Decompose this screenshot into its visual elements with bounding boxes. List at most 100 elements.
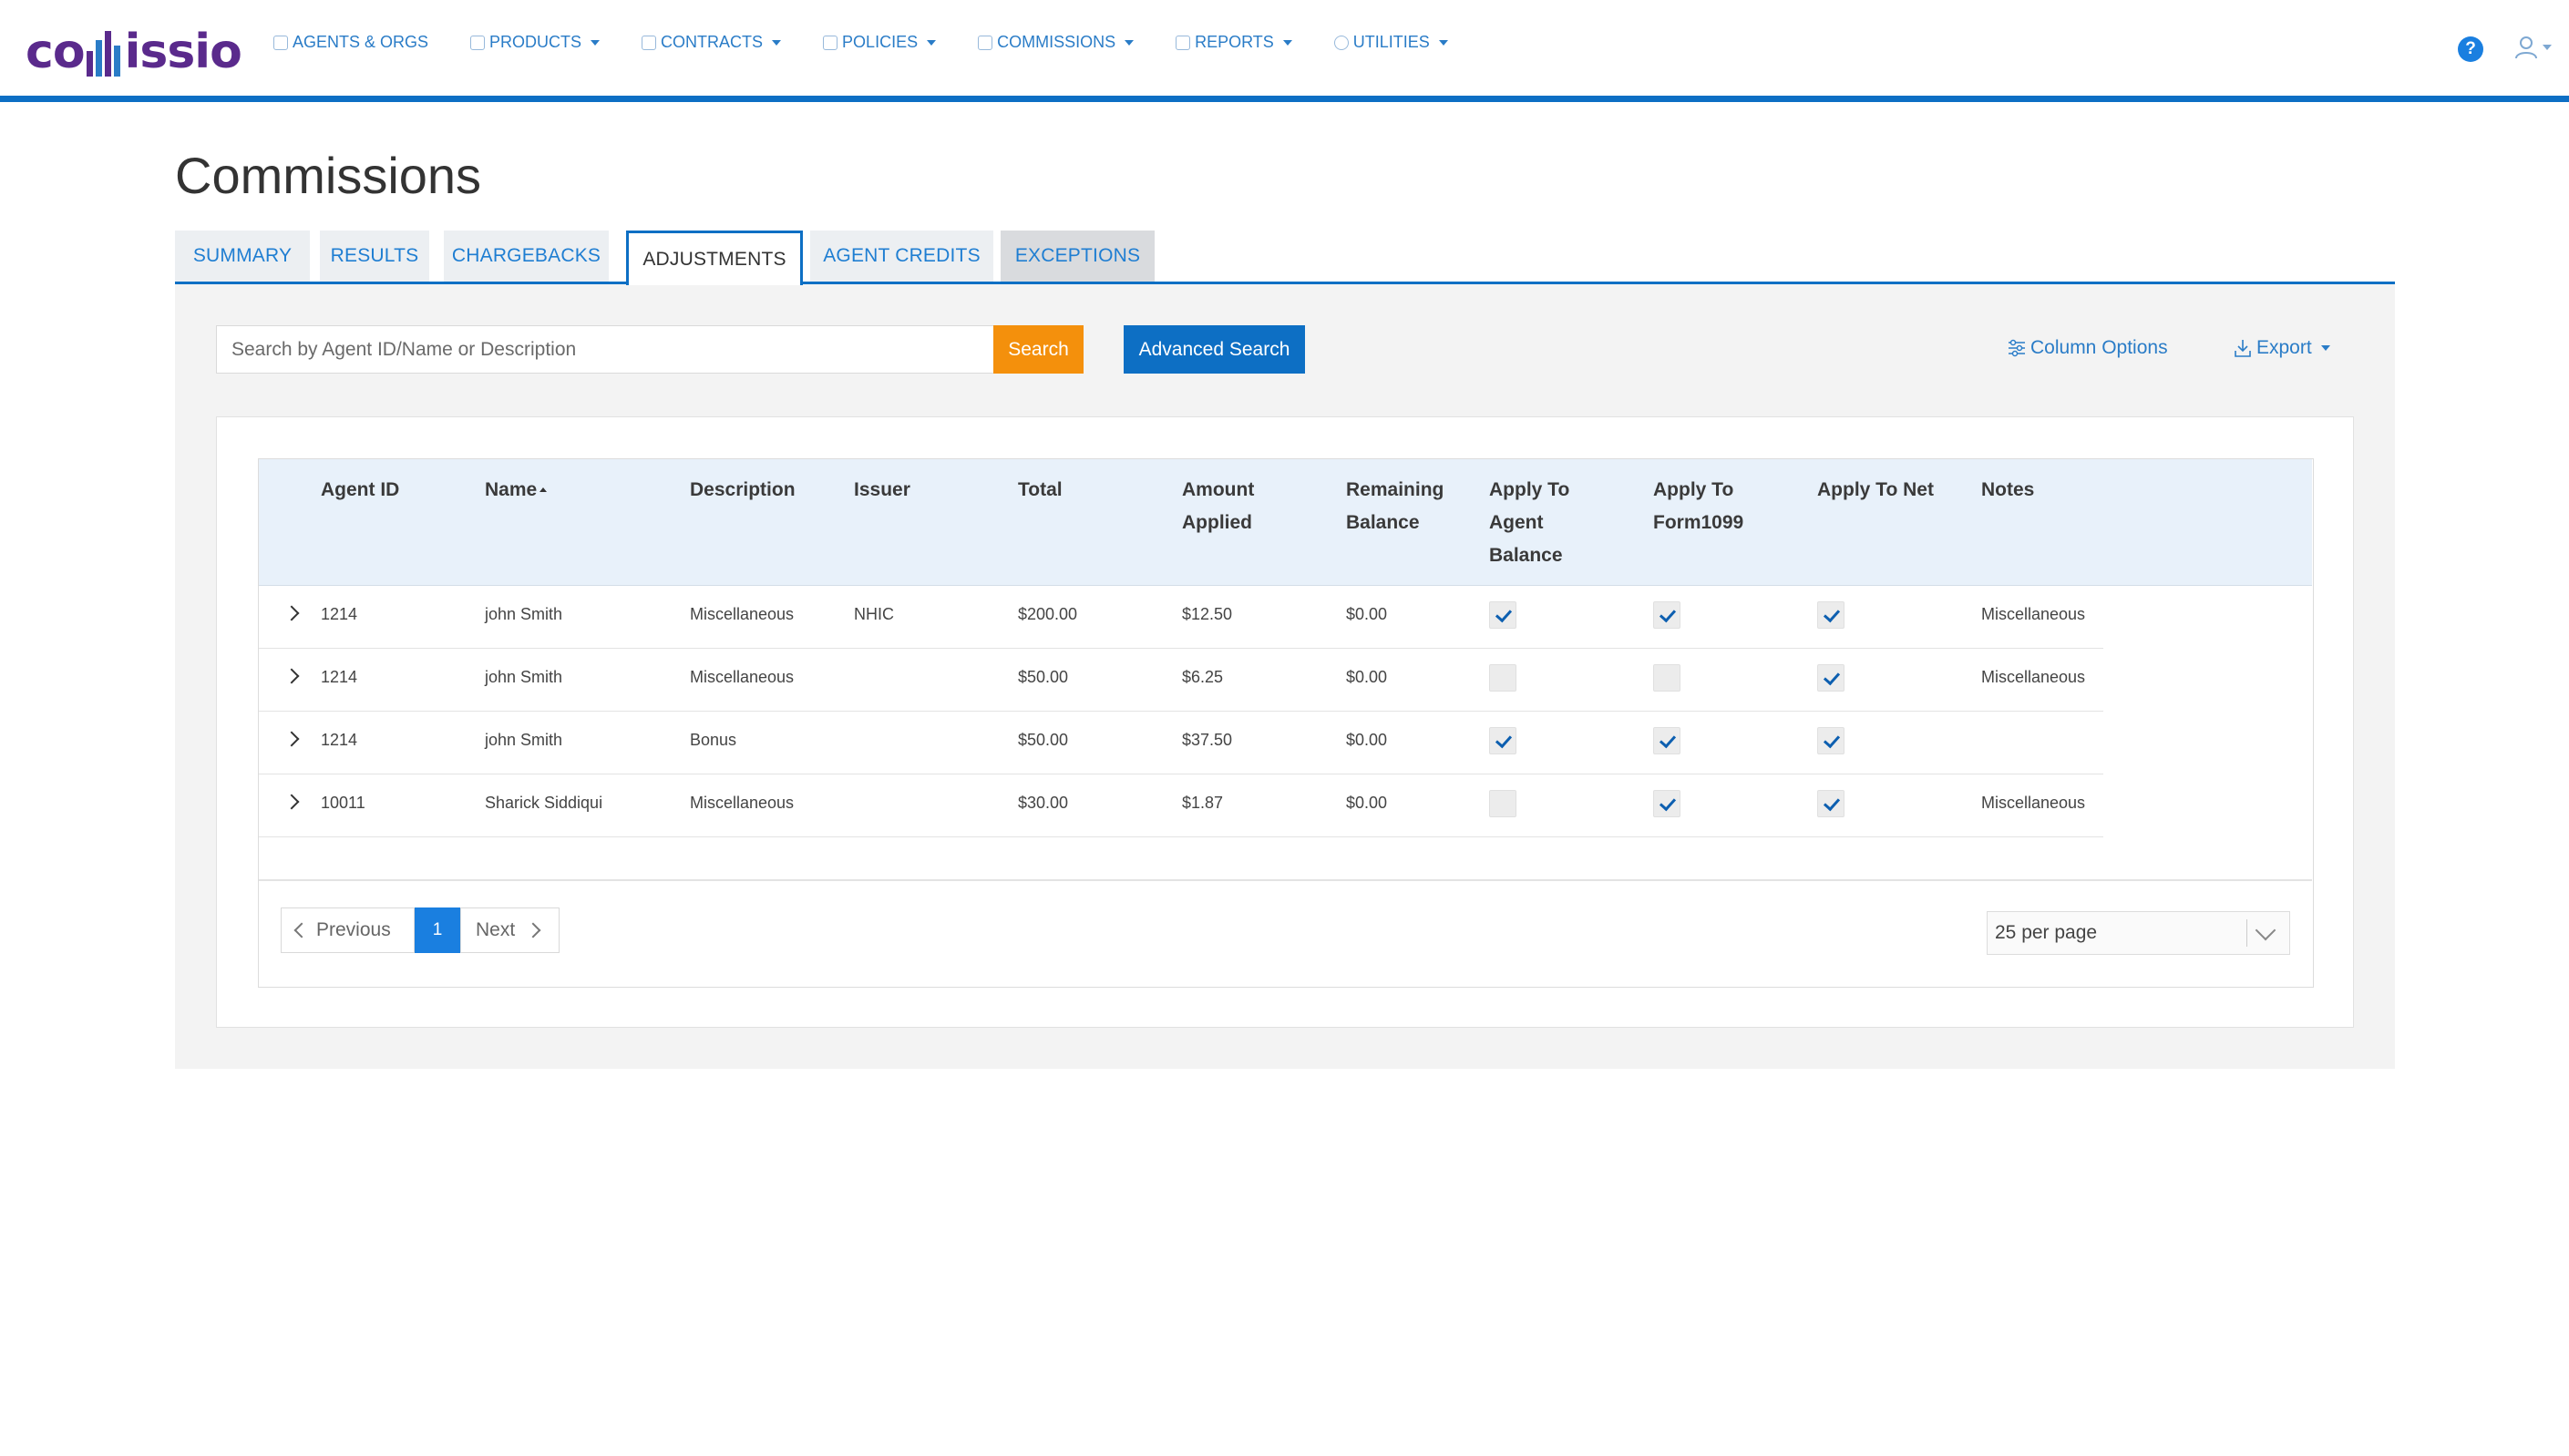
column-options-button[interactable]: Column Options [2007, 337, 2168, 359]
cell-remaining-balance: $0.00 [1346, 731, 1388, 749]
table-row[interactable]: 1214 john Smith Miscellaneous NHIC $200.… [259, 586, 2103, 649]
search-input[interactable] [216, 325, 995, 374]
tab-adjustments[interactable]: ADJUSTMENTS [626, 231, 803, 285]
tab-agent-credits[interactable]: AGENT CREDITS [810, 231, 993, 282]
download-icon [2235, 340, 2251, 357]
cell-description: Miscellaneous [690, 794, 795, 812]
help-icon[interactable]: ? [2458, 36, 2483, 62]
cell-total: $50.00 [1018, 668, 1069, 686]
user-menu[interactable] [2513, 35, 2552, 60]
next-page-button[interactable]: Next [460, 907, 560, 953]
col-amount-applied[interactable]: Amount Applied [1182, 479, 1255, 533]
nav-reports[interactable]: REPORTS [1176, 33, 1292, 52]
per-page-value: 25 per page [1995, 922, 2098, 943]
export-label: Export [2256, 337, 2312, 358]
nav-label: POLICIES [842, 33, 919, 51]
apply-form1099-checkbox[interactable] [1653, 601, 1680, 629]
users-icon [273, 35, 288, 50]
cell-description: Miscellaneous [690, 668, 795, 686]
user-icon [2515, 36, 2537, 59]
chevron-down-icon [2255, 919, 2276, 941]
commissio-logo[interactable]: co issio [26, 20, 242, 84]
cell-name: john Smith [485, 605, 563, 623]
search-button[interactable]: Search [993, 325, 1084, 374]
tab-exceptions[interactable]: EXCEPTIONS [1001, 231, 1155, 282]
nav-commissions[interactable]: COMMISSIONS [978, 33, 1135, 52]
globe-icon [1333, 35, 1349, 50]
table-row[interactable]: 1214 john Smith Miscellaneous $50.00 $6.… [259, 649, 2103, 712]
apply-net-checkbox[interactable] [1817, 601, 1845, 629]
nav-label: REPORTS [1195, 33, 1274, 51]
tab-summary[interactable]: SUMMARY [175, 231, 310, 282]
cell-agent-id: 10011 [321, 794, 365, 812]
page-number-button[interactable]: 1 [415, 907, 460, 953]
commissions-icon [978, 35, 993, 50]
apply-agent-balance-checkbox[interactable] [1489, 664, 1516, 692]
tab-results[interactable]: RESULTS [320, 231, 429, 282]
caret-down-icon [591, 39, 601, 46]
col-name[interactable]: Name [485, 474, 548, 507]
cell-total: $50.00 [1018, 731, 1069, 749]
adjustments-grid: Agent ID Name Description Issuer Total A… [258, 458, 2314, 988]
column-options-label: Column Options [2030, 337, 2168, 358]
apply-net-checkbox[interactable] [1817, 664, 1845, 692]
cell-name: Sharick Siddiqui [485, 794, 603, 812]
previous-label: Previous [316, 919, 391, 940]
expand-chevron-icon[interactable] [283, 668, 300, 684]
table-row[interactable]: 1214 john Smith Bonus $50.00 $37.50 $0.0… [259, 712, 2103, 774]
cell-name: john Smith [485, 668, 563, 686]
col-agent-id[interactable]: Agent ID [321, 479, 400, 500]
tab-chargebacks[interactable]: CHARGEBACKS [444, 231, 609, 282]
apply-agent-balance-checkbox[interactable] [1489, 790, 1516, 817]
expand-chevron-icon[interactable] [283, 731, 300, 747]
caret-down-icon [2543, 45, 2552, 50]
adjustments-panel: Search Advanced Search Column Options Ex… [175, 284, 2395, 1069]
nav-policies[interactable]: POLICIES [823, 33, 937, 52]
nav-products[interactable]: PRODUCTS [470, 33, 601, 52]
nav-label: COMMISSIONS [997, 33, 1116, 51]
apply-agent-balance-checkbox[interactable] [1489, 727, 1516, 754]
grid-footer-divider [259, 879, 2312, 881]
nav-utilities[interactable]: UTILITIES [1333, 33, 1448, 52]
col-apply-net[interactable]: Apply To Net [1817, 479, 1934, 500]
nav-label: CONTRACTS [661, 33, 764, 51]
col-notes[interactable]: Notes [1981, 479, 2035, 500]
cell-agent-id: 1214 [321, 668, 358, 686]
caret-down-icon [772, 39, 782, 46]
select-divider [2245, 919, 2247, 947]
nav-agents-orgs[interactable]: AGENTS & ORGS [273, 33, 428, 52]
cell-total: $200.00 [1018, 605, 1078, 623]
cell-agent-id: 1214 [321, 731, 358, 749]
apply-net-checkbox[interactable] [1817, 727, 1845, 754]
cell-remaining-balance: $0.00 [1346, 794, 1388, 812]
expand-chevron-icon[interactable] [283, 605, 300, 621]
report-icon [1176, 35, 1191, 50]
cell-notes: Miscellaneous [1981, 794, 2086, 812]
col-remaining-balance[interactable]: Remaining Balance [1346, 479, 1444, 533]
advanced-search-button[interactable]: Advanced Search [1124, 325, 1305, 374]
apply-form1099-checkbox[interactable] [1653, 664, 1680, 692]
export-button[interactable]: Export [2233, 337, 2330, 359]
nav-label: UTILITIES [1352, 33, 1430, 51]
cell-description: Miscellaneous [690, 605, 795, 623]
page-title: Commissions [175, 147, 482, 204]
apply-net-checkbox[interactable] [1817, 790, 1845, 817]
col-apply-form1099[interactable]: Apply To Form1099 [1653, 479, 1744, 533]
expand-chevron-icon[interactable] [283, 794, 300, 810]
apply-agent-balance-checkbox[interactable] [1489, 601, 1516, 629]
commission-tabs: SUMMARY RESULTS CHARGEBACKS ADJUSTMENTS … [175, 231, 2395, 285]
cell-amount-applied: $1.87 [1182, 794, 1224, 812]
col-issuer[interactable]: Issuer [854, 479, 910, 500]
col-description[interactable]: Description [690, 479, 796, 500]
chevron-right-icon [525, 922, 541, 938]
apply-form1099-checkbox[interactable] [1653, 790, 1680, 817]
col-total[interactable]: Total [1018, 479, 1063, 500]
col-apply-agent-balance[interactable]: Apply To Agent Balance [1489, 479, 1570, 566]
cell-remaining-balance: $0.00 [1346, 668, 1388, 686]
previous-page-button[interactable]: Previous [281, 907, 415, 953]
per-page-select[interactable]: 25 per page [1987, 911, 2290, 955]
table-row[interactable]: 10011 Sharick Siddiqui Miscellaneous $30… [259, 774, 2103, 837]
nav-contracts[interactable]: CONTRACTS [642, 33, 782, 52]
apply-form1099-checkbox[interactable] [1653, 727, 1680, 754]
caret-down-icon [927, 39, 937, 46]
